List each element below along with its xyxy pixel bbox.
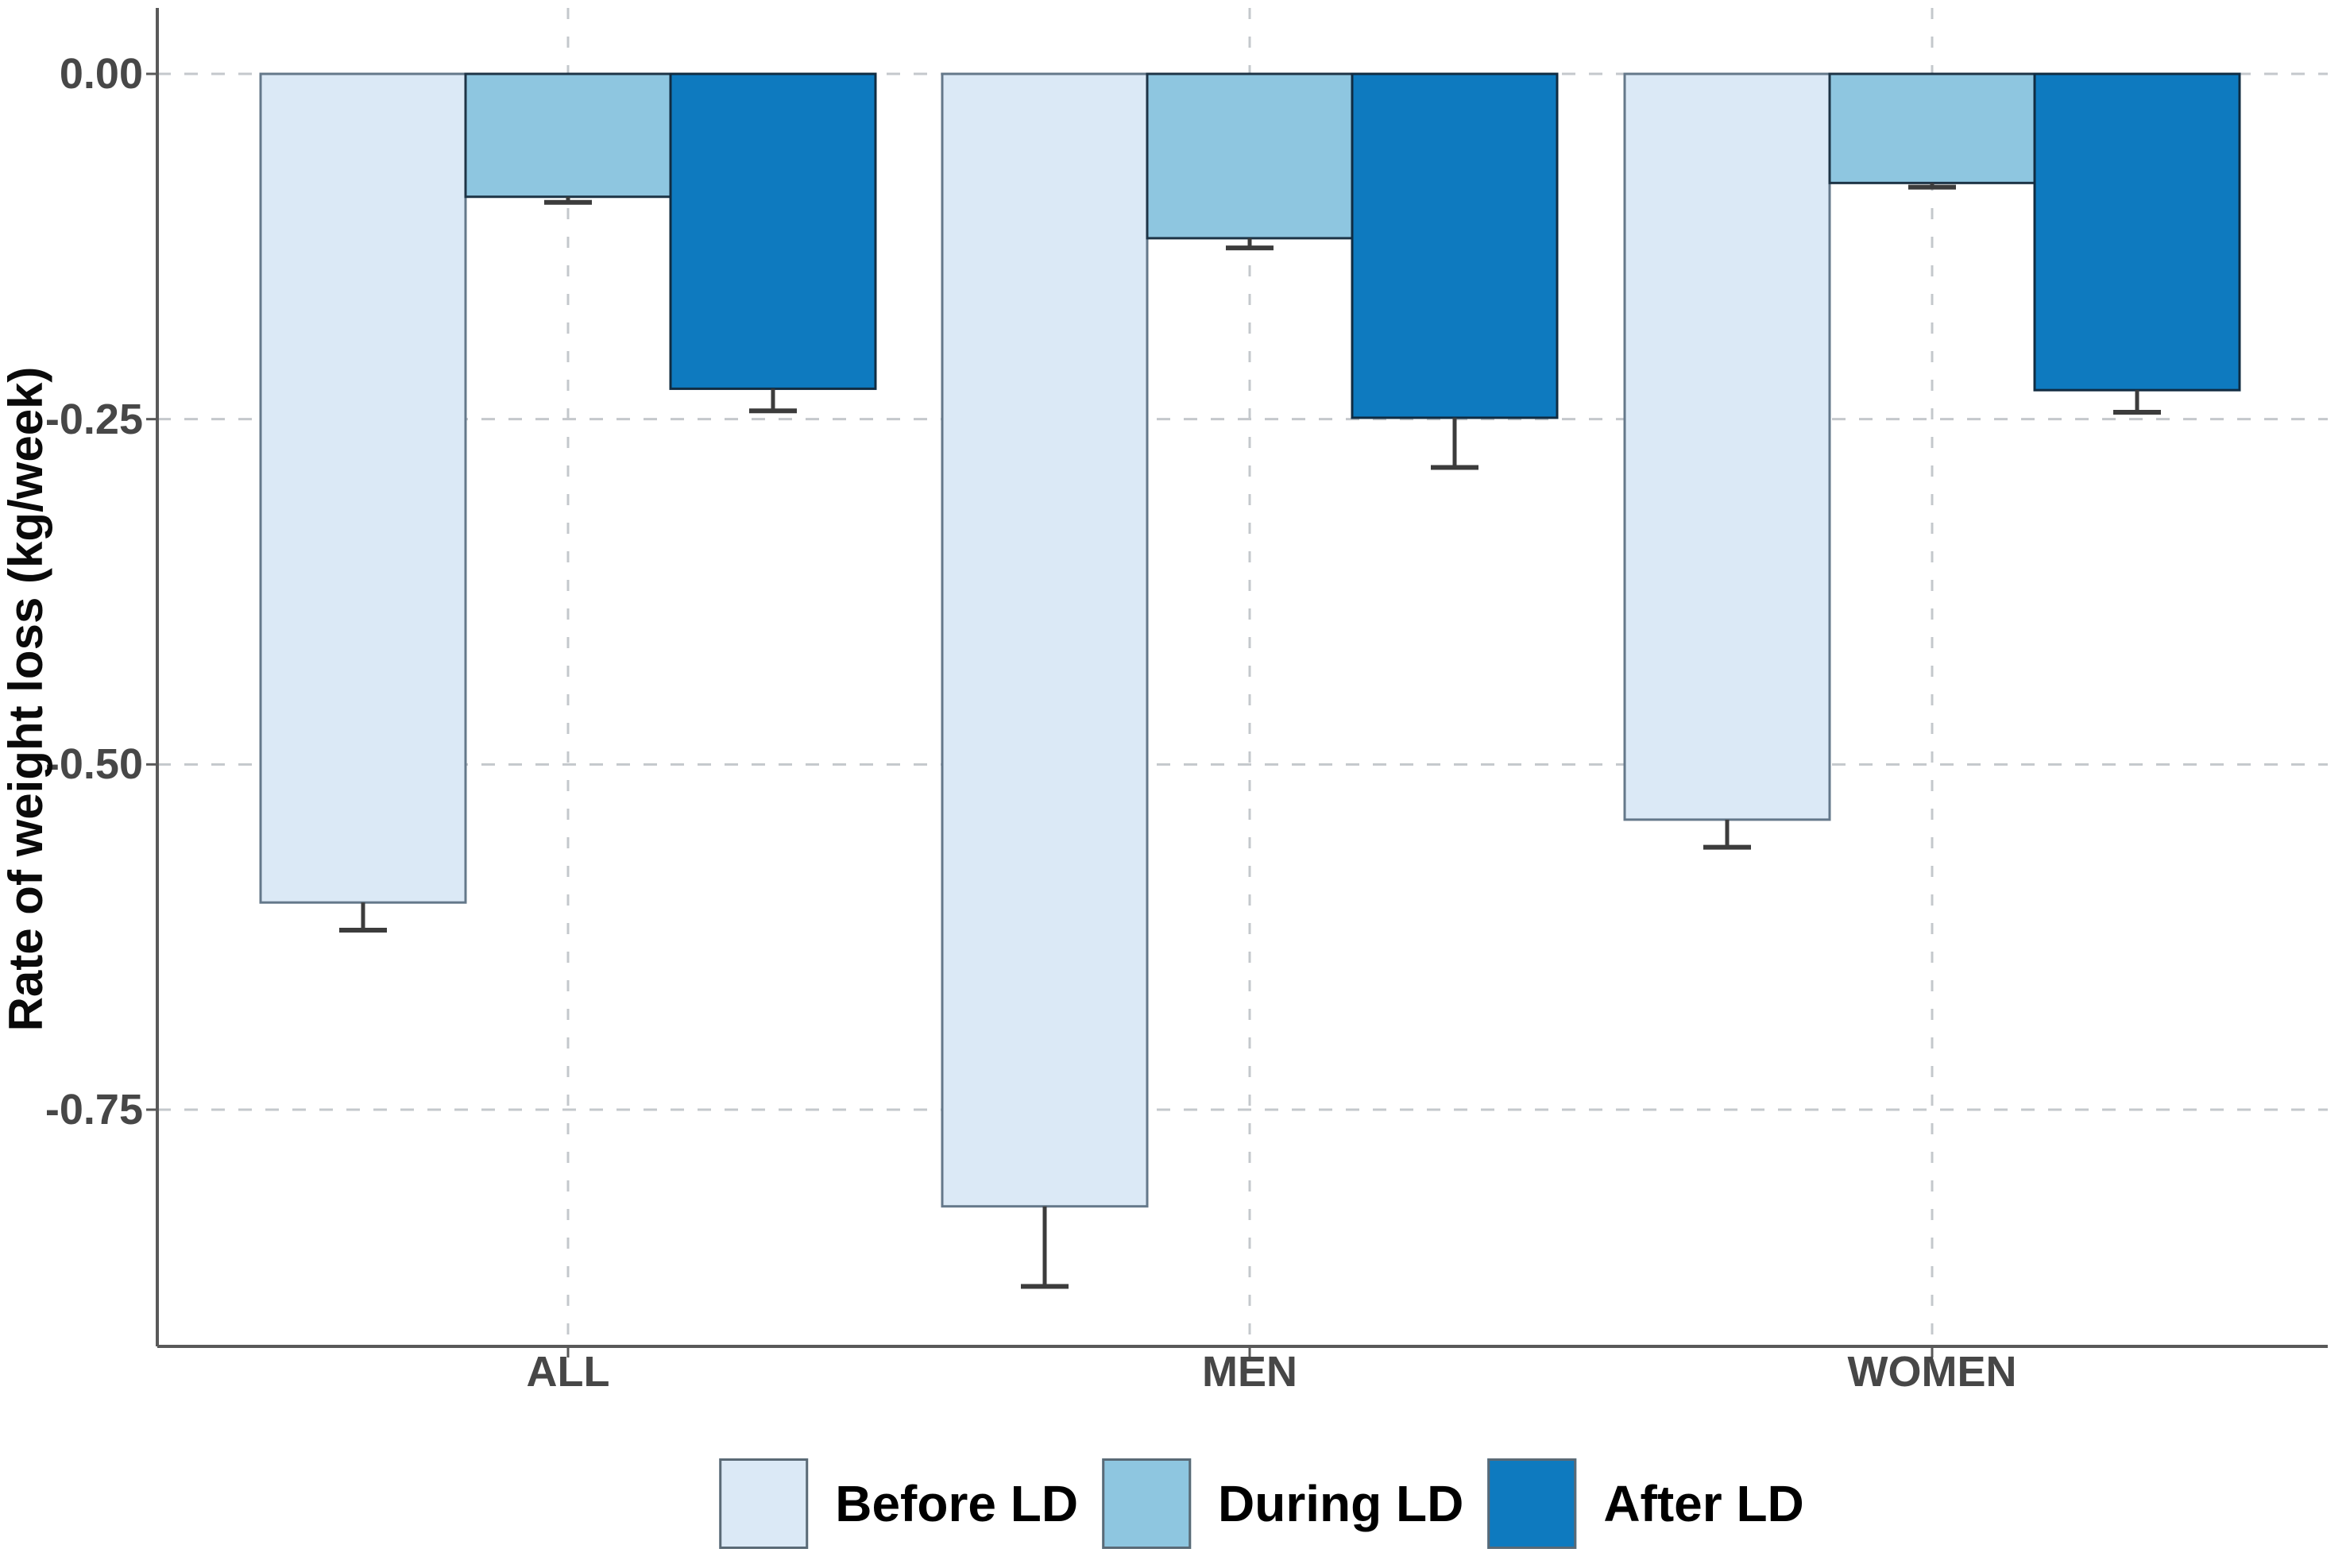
bar-all-before-ld: [259, 72, 467, 904]
x-label-all: ALL: [526, 1348, 610, 1396]
legend-item-during-ld: During LD: [1102, 1458, 1463, 1549]
bar-all-after-ld: [669, 72, 877, 390]
legend-swatch-after-ld: [1487, 1458, 1577, 1549]
x-label-women: WOMEN: [1847, 1348, 2017, 1396]
bar-men-after-ld: [1351, 72, 1559, 419]
legend-item-after-ld: After LD: [1487, 1458, 1804, 1549]
legend-item-before-ld: Before LD: [719, 1458, 1078, 1549]
legend-swatch-before-ld: [719, 1458, 809, 1549]
legend-label-during-ld: During LD: [1218, 1475, 1464, 1532]
legend: Before LD During LD After LD: [719, 1458, 1804, 1549]
bar-all-during-ld: [464, 72, 672, 199]
bar-women-after-ld: [2033, 72, 2241, 392]
legend-label-before-ld: Before LD: [835, 1475, 1079, 1532]
legend-swatch-during-ld: [1102, 1458, 1192, 1549]
y-tick-label-2: -0.50: [44, 740, 143, 788]
y-tick-label-1: -0.25: [44, 396, 143, 443]
y-tick-label-0: 0.00: [59, 50, 143, 98]
bar-men-before-ld: [941, 72, 1149, 1208]
x-label-men: MEN: [1202, 1348, 1297, 1396]
y-axis-title: Rate of weight loss (kg/week): [0, 366, 52, 1032]
legend-label-after-ld: After LD: [1603, 1475, 1804, 1532]
y-tick-label-3: -0.75: [44, 1086, 143, 1134]
bar-women-during-ld: [1828, 72, 2036, 184]
bar-men-during-ld: [1146, 72, 1354, 240]
bar-women-before-ld: [1623, 72, 1831, 821]
